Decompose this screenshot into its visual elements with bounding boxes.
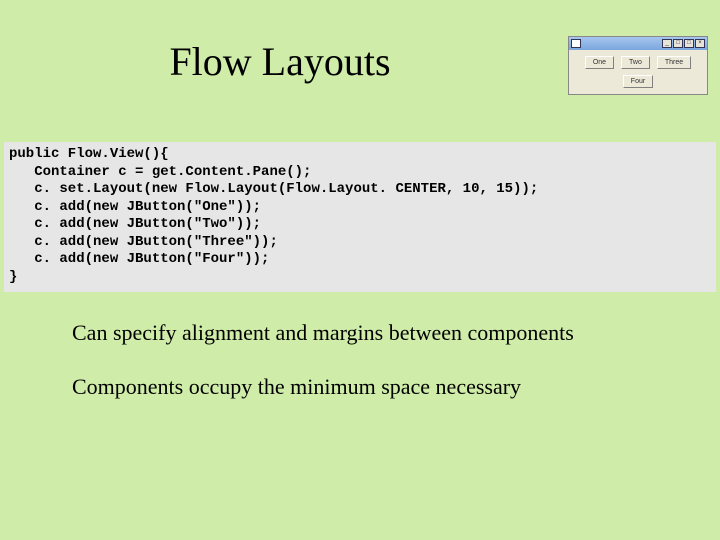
code-line: c. add(new JButton("Two")); xyxy=(9,216,261,232)
demo-window: _ □ □ × One Two Three Four xyxy=(568,36,708,95)
demo-button-four[interactable]: Four xyxy=(623,75,653,88)
demo-button-three[interactable]: Three xyxy=(657,56,691,69)
code-line: c. add(new JButton("Four")); xyxy=(9,251,269,267)
code-line: c. add(new JButton("One")); xyxy=(9,199,261,215)
maximize-button[interactable]: □ xyxy=(684,39,694,48)
code-block: public Flow.View(){ Container c = get.Co… xyxy=(4,142,716,292)
minimize-button[interactable]: _ xyxy=(662,39,672,48)
code-line: Container c = get.Content.Pane(); xyxy=(9,164,311,180)
code-line: } xyxy=(9,269,17,285)
note-line-2: Components occupy the minimum space nece… xyxy=(72,374,521,400)
code-line: public Flow.View(){ xyxy=(9,146,169,162)
window-app-icon xyxy=(571,39,581,48)
code-line: c. add(new JButton("Three")); xyxy=(9,234,278,250)
restore-button[interactable]: □ xyxy=(673,39,683,48)
demo-window-body: One Two Three Four xyxy=(569,50,707,94)
demo-window-titlebar: _ □ □ × xyxy=(569,37,707,50)
window-controls: _ □ □ × xyxy=(662,39,705,48)
demo-button-one[interactable]: One xyxy=(585,56,614,69)
close-button[interactable]: × xyxy=(695,39,705,48)
demo-button-two[interactable]: Two xyxy=(621,56,650,69)
note-line-1: Can specify alignment and margins betwee… xyxy=(72,320,574,346)
code-line: c. set.Layout(new Flow.Layout(Flow.Layou… xyxy=(9,181,538,197)
page-title: Flow Layouts xyxy=(0,38,560,85)
